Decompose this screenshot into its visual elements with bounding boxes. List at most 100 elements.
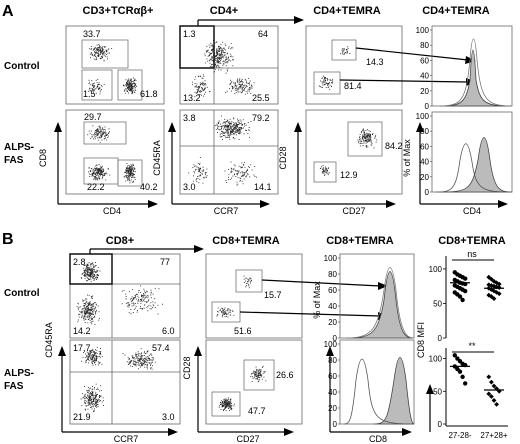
cytometry-dot [235,125,237,127]
cytometry-dot [242,175,244,176]
cytometry-dot [342,51,344,53]
cytometry-dot [228,46,230,48]
cytometry-dot [234,85,236,87]
cytometry-dot [368,133,370,135]
cytometry-dot [223,135,225,136]
cytometry-dot [96,401,98,402]
cytometry-dot [149,308,151,310]
cytometry-dot [98,131,100,133]
header-a4: CD4+TEMRA [422,5,490,17]
cytometry-dot [84,402,86,403]
cytometry-dot [224,398,226,400]
cytometry-dot [233,128,235,129]
cytometry-dot [255,366,257,368]
cytometry-dot [90,269,92,271]
cytometry-dot [198,90,200,92]
cytometry-dot [103,175,105,177]
cytometry-dot [85,409,86,411]
cytometry-dot [94,52,96,54]
cytometry-dot [220,409,222,410]
cytometry-dot [130,171,132,173]
cytometry-dot [92,406,94,408]
cytometry-dot [127,356,129,358]
cytometry-dot [95,391,97,393]
cytometry-dot [86,264,88,265]
cytometry-dot [93,85,95,87]
cytometry-dot [97,54,99,56]
dots-b1-top [76,262,163,325]
cytometry-dot [97,389,99,390]
cytometry-dot [128,176,129,177]
cytometry-dot [150,305,152,307]
cytometry-dot [141,352,142,354]
cytometry-dot [92,174,94,176]
cytometry-dot [91,270,92,272]
cytometry-dot [234,165,236,167]
cytometry-dot [84,395,86,397]
cytometry-dot [150,368,152,369]
cytometry-dot [198,88,200,90]
cytometry-dot [257,381,259,383]
cytometry-dot [81,393,83,395]
cytometry-dot [97,172,99,173]
cytometry-dot [99,46,100,48]
cytometry-dot [125,169,127,171]
cytometry-dot [104,173,106,174]
cytometry-dot [234,132,236,134]
cytometry-dot [245,82,247,83]
cytometry-dot [93,83,94,85]
cytometry-dot [220,309,221,311]
cytometry-dot [233,174,235,176]
cytometry-dot [226,136,228,138]
cytometry-dot [219,47,221,49]
cytometry-dot [248,280,250,282]
header-a1: CD3+TCRαβ+ [83,5,154,17]
cytometry-dot [239,127,241,129]
cytometry-dot [229,122,231,124]
cytometry-dot [96,131,98,132]
cytometry-dot [138,359,140,361]
cytometry-dot [251,169,253,171]
mfi-tick-label: 0 [438,420,443,429]
num-b1t-1: 77 [160,257,170,267]
cytometry-dot [220,404,221,405]
cytometry-dot [85,362,87,363]
cytometry-dot [230,83,232,85]
cytometry-dot [365,130,367,131]
cytometry-dot [225,310,226,312]
cytometry-dot [94,278,96,280]
cytometry-dot [241,175,243,177]
cytometry-dot [370,138,371,140]
num-a2b-3: 14.1 [254,182,272,192]
cytometry-dot [108,130,110,132]
cytometry-dot [87,273,88,275]
cytometry-dot [128,84,130,86]
cytometry-dot [94,398,96,400]
cytometry-dot [87,353,89,355]
cytometry-dot [98,136,100,138]
cytometry-dot [94,131,96,133]
cytometry-dot [242,83,244,85]
cytometry-dot [92,270,93,272]
cytometry-dot [193,175,194,177]
cytometry-dot [94,176,96,178]
cytometry-dot [230,133,231,134]
cytometry-dot [94,306,96,308]
cytometry-dot [197,92,198,93]
cytometry-dot [244,174,245,176]
cytometry-dot [91,317,93,319]
cytometry-dot [105,51,107,53]
cytometry-dot [88,167,90,168]
cytometry-dot [103,59,105,61]
cytometry-dot [236,88,238,90]
cytometry-dot [144,301,146,302]
cytometry-dot [141,296,142,298]
cytometry-dot [89,271,91,273]
cytometry-dot [138,364,140,366]
cytometry-dot [129,88,131,90]
cytometry-dot [89,176,91,177]
cytometry-dot [94,172,96,174]
cytometry-dot [238,83,240,85]
cytometry-dot [245,91,247,93]
cytometry-dot [90,313,92,315]
